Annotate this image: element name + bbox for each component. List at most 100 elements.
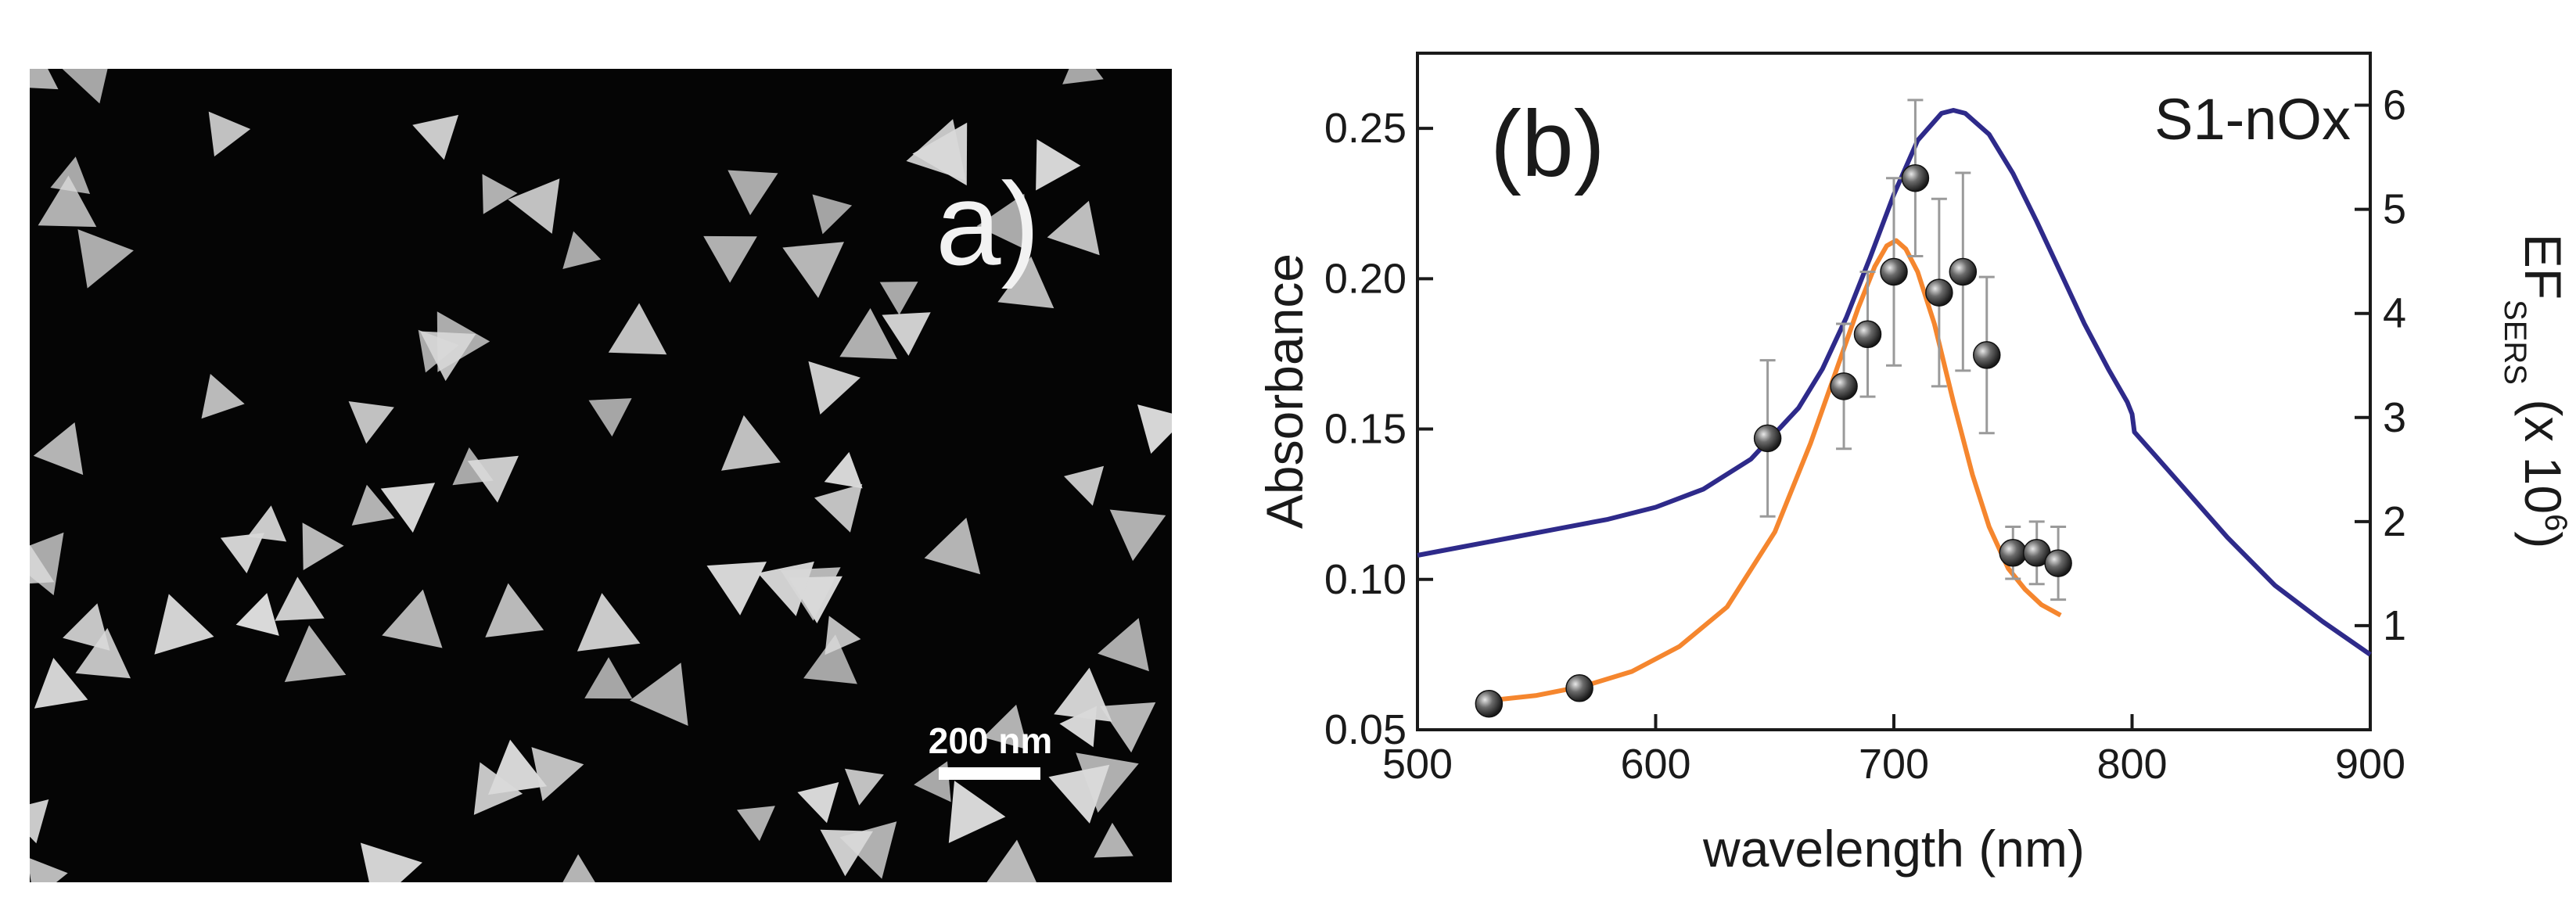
nanoprism xyxy=(1137,404,1172,454)
x-axis-label: wavelength (nm) xyxy=(1702,820,2085,878)
nanoprism xyxy=(782,242,844,298)
nanoprism xyxy=(1036,139,1081,191)
ef-data-point xyxy=(1999,539,2027,567)
nanoprism xyxy=(531,747,584,802)
ef-subscript: SERS xyxy=(2498,300,2532,385)
y-left-tick-label: 0.15 xyxy=(1324,406,1407,453)
fit-series xyxy=(1488,238,2062,703)
y-right-tick-label: 5 xyxy=(2383,186,2406,233)
panel-a-label: a) xyxy=(936,158,1040,289)
nanoprism xyxy=(577,593,641,652)
fit-line xyxy=(1488,238,2062,703)
nanoprism xyxy=(154,594,214,655)
nanoprism xyxy=(38,175,97,228)
nanoprism xyxy=(997,256,1054,309)
nanoprism xyxy=(1109,509,1166,562)
x-tick-label: 900 xyxy=(2335,741,2405,788)
nanoprism xyxy=(812,194,853,235)
nanoprism xyxy=(360,842,422,882)
y-right-tick-label: 1 xyxy=(2383,602,2406,649)
x-tick-label: 500 xyxy=(1382,741,1453,788)
ef-data-point xyxy=(1753,424,1782,453)
nanoprism xyxy=(706,562,767,616)
nanoprism xyxy=(562,854,595,882)
nanoprism xyxy=(562,231,602,269)
nanoprism xyxy=(808,361,860,415)
nanoprism xyxy=(380,483,436,533)
nanoprism xyxy=(879,282,918,315)
nanoprism xyxy=(844,768,884,806)
nanoprism xyxy=(30,858,68,882)
y-left-tick-label: 0.20 xyxy=(1324,255,1407,302)
nanoprism xyxy=(208,111,251,157)
absorbance-series xyxy=(1417,108,2372,657)
nanoprism-particles xyxy=(30,69,1172,882)
ef-data-point xyxy=(1901,163,1930,192)
nanoprism xyxy=(62,69,108,104)
ef-superscript: 6 xyxy=(2538,514,2573,531)
ef-main: EF xyxy=(2514,234,2572,300)
nanoprism xyxy=(737,806,775,842)
nanoprism xyxy=(924,517,981,575)
nanoprism xyxy=(1064,465,1105,506)
nanoprism xyxy=(983,704,1029,750)
nanoprism xyxy=(284,625,347,682)
nanoprism xyxy=(30,799,49,844)
ef-data-point xyxy=(2044,549,2072,577)
nanoprism xyxy=(1054,667,1112,722)
nanoprism xyxy=(275,576,325,621)
nanoprism xyxy=(584,657,633,699)
x-tick-label: 600 xyxy=(1620,741,1690,788)
nanoprism xyxy=(976,193,1029,251)
y-axis-right-label: EFSERS (x 106) xyxy=(2498,234,2573,549)
nanoprism xyxy=(728,170,778,216)
ef-sers-points xyxy=(1475,99,2072,718)
nanoprism xyxy=(485,583,544,637)
nanoprism xyxy=(986,839,1037,882)
nanoprism xyxy=(63,603,110,651)
sem-micrograph: a) 200 nm xyxy=(30,69,1172,882)
nanoprism xyxy=(30,69,59,90)
x-tick-label: 800 xyxy=(2096,741,2167,788)
nanoprism xyxy=(34,658,88,709)
nanoprism xyxy=(820,829,873,877)
y-left-tick-label: 0.10 xyxy=(1324,556,1407,603)
nanoprism xyxy=(33,422,84,476)
panel-b-label: (b) xyxy=(1490,92,1605,196)
nanoprism xyxy=(50,156,91,194)
y-left-tick-label: 0.05 xyxy=(1324,706,1407,753)
y-axis-left-label: Absorbance xyxy=(1256,253,1313,529)
nanoprism xyxy=(452,447,494,486)
ef-data-point xyxy=(1925,278,1953,307)
ef-tail: (x 10 xyxy=(2514,385,2572,514)
x-tick-label: 700 xyxy=(1859,741,1929,788)
nanoprism xyxy=(703,235,757,283)
nanoprism xyxy=(382,589,443,648)
nanoprism xyxy=(201,374,245,419)
ef-data-point xyxy=(1853,320,1882,349)
nanoprism xyxy=(721,415,781,471)
nanoprism xyxy=(351,484,395,526)
nanoprism xyxy=(482,174,518,214)
nanoprism xyxy=(77,229,134,289)
axis-ticks: 500 600 700 800 900 0.05 0.10 0.15 0.20 0.25 1 2 3 4 5… xyxy=(1324,82,2406,788)
nanoprism xyxy=(1098,618,1149,672)
nanoprism xyxy=(1076,752,1139,813)
absorbance-line xyxy=(1417,108,2372,657)
nanoprism xyxy=(814,483,863,533)
nanoprism xyxy=(797,782,839,824)
nanoprism xyxy=(75,627,131,679)
nanoprism xyxy=(247,505,287,542)
ef-data-point xyxy=(1880,257,1908,286)
nanoprism xyxy=(1062,69,1104,84)
nanoprism xyxy=(1100,702,1156,753)
scale-bar-label: 200 nm xyxy=(929,720,1053,761)
ef-data-point xyxy=(1973,341,2001,369)
nanoprism xyxy=(588,398,632,437)
nanoprism xyxy=(30,532,64,596)
nanoprism xyxy=(824,451,863,489)
nanoprism xyxy=(235,593,279,636)
ef-data-point xyxy=(1475,689,1504,718)
sem-image-panel: a) 200 nm xyxy=(30,69,1172,882)
